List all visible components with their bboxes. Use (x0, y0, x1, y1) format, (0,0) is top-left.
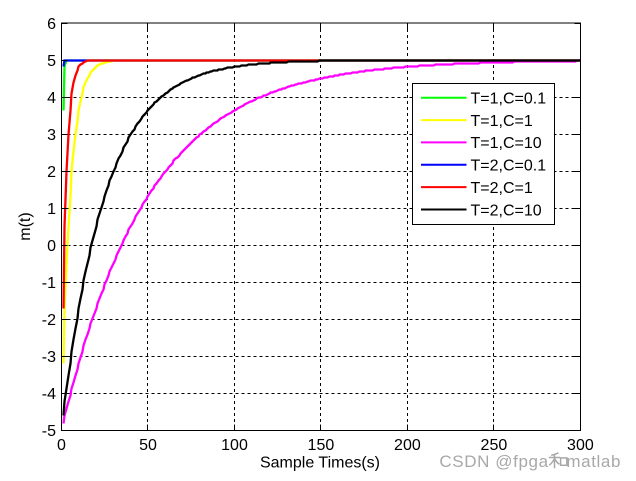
svg-text:T=1,C=1: T=1,C=1 (471, 113, 533, 130)
svg-text:0: 0 (57, 437, 66, 454)
svg-text:-4: -4 (42, 386, 56, 403)
svg-text:4: 4 (47, 90, 56, 107)
svg-text:6: 6 (47, 16, 56, 33)
svg-text:Sample Times(s): Sample Times(s) (260, 455, 380, 472)
svg-text:50: 50 (139, 437, 157, 454)
svg-text:250: 250 (481, 437, 508, 454)
svg-text:CSDN @fpga: CSDN @fpga (439, 452, 548, 471)
svg-text:1: 1 (47, 201, 56, 218)
svg-text:T=2,C=0.1: T=2,C=0.1 (471, 158, 547, 175)
svg-text:T=1,C=10: T=1,C=10 (471, 135, 542, 152)
svg-text:300: 300 (567, 437, 594, 454)
svg-text:T=2,C=1: T=2,C=1 (471, 180, 533, 197)
svg-text:150: 150 (308, 437, 335, 454)
svg-text:T=1,C=0.1: T=1,C=0.1 (471, 91, 547, 108)
svg-text:-3: -3 (42, 349, 56, 366)
svg-text:T=2,C=10: T=2,C=10 (471, 202, 542, 219)
svg-text:5: 5 (47, 53, 56, 70)
svg-text:-5: -5 (42, 423, 56, 440)
svg-text:matlab: matlab (566, 452, 621, 471)
svg-text:-2: -2 (42, 312, 56, 329)
svg-text:100: 100 (221, 437, 248, 454)
svg-text:3: 3 (47, 127, 56, 144)
svg-text:2: 2 (47, 164, 56, 181)
svg-text:-1: -1 (42, 275, 56, 292)
svg-text:200: 200 (394, 437, 421, 454)
svg-text:m(t): m(t) (17, 212, 34, 240)
svg-text:0: 0 (47, 238, 56, 255)
